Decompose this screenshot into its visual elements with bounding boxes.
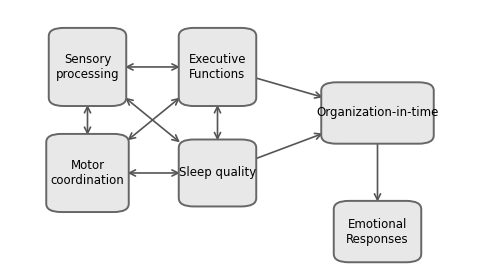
FancyBboxPatch shape [178,140,256,206]
FancyBboxPatch shape [46,134,129,212]
Text: Organization-in-time: Organization-in-time [316,107,438,119]
Text: Sleep quality: Sleep quality [179,167,256,179]
FancyBboxPatch shape [178,28,256,106]
FancyBboxPatch shape [321,82,434,144]
Text: Executive
Functions: Executive Functions [189,53,246,81]
FancyBboxPatch shape [334,201,421,262]
Text: Emotional
Responses: Emotional Responses [346,218,409,246]
Text: Motor
coordination: Motor coordination [50,159,124,187]
Text: Sensory
processing: Sensory processing [56,53,120,81]
FancyBboxPatch shape [49,28,126,106]
